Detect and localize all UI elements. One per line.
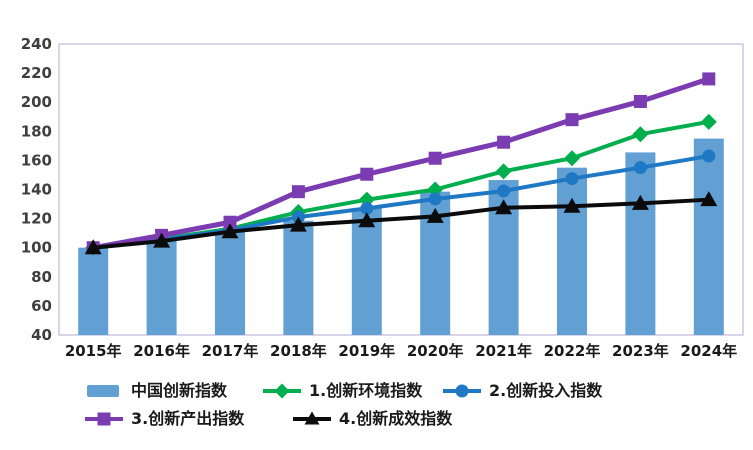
y-axis-tick-label: 180 — [21, 122, 52, 140]
marker-circle-innovation-input-index — [428, 192, 442, 206]
legend-label: 1.创新环境指数 — [309, 381, 423, 400]
legend-item-innovation-input-index: 2.创新投入指数 — [443, 381, 602, 401]
x-axis-label: 2022年 — [544, 342, 601, 360]
legend-label: 3.创新产出指数 — [131, 409, 245, 428]
x-axis-label: 2024年 — [680, 342, 737, 360]
bar-china-innovation-index — [283, 220, 314, 335]
marker-circle-innovation-input-index — [633, 161, 647, 175]
x-axis-label: 2018年 — [270, 342, 327, 360]
x-axis-label: 2021年 — [475, 342, 532, 360]
marker-diamond-innovation-environment-index — [427, 181, 444, 198]
legend-square-swatch-icon — [85, 412, 123, 426]
x-axis-label: 2015年 — [65, 342, 122, 360]
legend-marker-swatch — [274, 383, 290, 399]
bar-china-innovation-index — [215, 230, 245, 335]
x-axis-label: 2017年 — [202, 342, 259, 360]
legend-marker-swatch — [304, 411, 320, 425]
marker-circle-innovation-input-index — [497, 184, 511, 198]
marker-triangle-innovation-effect-index — [289, 216, 307, 232]
bar-china-innovation-index — [693, 138, 724, 335]
y-axis-tick-label: 160 — [21, 151, 52, 169]
marker-square-innovation-output-index — [633, 94, 647, 108]
y-axis-tick-label: 40 — [31, 326, 52, 344]
y-axis-tick-label: 100 — [21, 239, 52, 257]
marker-triangle-innovation-effect-index — [84, 239, 102, 255]
y-axis-tick-label: 240 — [21, 35, 52, 53]
legend-circle-swatch-icon — [443, 384, 481, 398]
legend-marker-swatch — [97, 412, 111, 426]
marker-circle-innovation-input-index — [360, 201, 374, 215]
bar-china-innovation-index — [351, 208, 382, 335]
bar-china-innovation-index — [557, 167, 587, 335]
legend-diamond-swatch-icon — [263, 383, 301, 399]
marker-square-innovation-output-index — [702, 72, 716, 86]
marker-diamond-innovation-environment-index — [495, 163, 512, 180]
legend-label: 4.创新成效指数 — [339, 409, 453, 428]
marker-square-innovation-output-index — [291, 185, 305, 199]
legend-triangle-swatch-icon — [293, 411, 331, 425]
marker-triangle-innovation-effect-index — [426, 207, 444, 223]
marker-triangle-innovation-effect-index — [358, 212, 376, 228]
legend-item-china-innovation-index: 中国创新指数 — [85, 381, 227, 401]
bar-china-innovation-index — [146, 239, 177, 335]
legend-label: 中国创新指数 — [131, 381, 228, 400]
marker-square-innovation-output-index — [565, 113, 579, 127]
marker-circle-innovation-input-index — [702, 149, 716, 163]
marker-triangle-innovation-effect-index — [153, 232, 171, 248]
marker-triangle-innovation-effect-index — [495, 199, 513, 215]
y-axis-tick-label: 80 — [31, 268, 52, 286]
marker-triangle-innovation-effect-index — [563, 197, 581, 213]
x-axis-label: 2016年 — [133, 342, 190, 360]
marker-triangle-innovation-effect-index — [700, 191, 718, 207]
marker-triangle-innovation-effect-index — [631, 194, 649, 210]
marker-square-innovation-output-index — [428, 151, 442, 165]
marker-diamond-innovation-environment-index — [632, 126, 649, 143]
y-axis-tick-label: 140 — [21, 181, 52, 199]
marker-square-innovation-output-index — [497, 135, 511, 149]
y-axis-tick-label: 60 — [31, 297, 52, 315]
marker-triangle-innovation-effect-index — [221, 223, 239, 239]
marker-square-innovation-output-index — [360, 167, 374, 181]
marker-square-innovation-output-index — [223, 215, 237, 229]
plot-border — [58, 43, 744, 336]
legend-marker-swatch — [455, 384, 469, 398]
innovation-index-chart: 240 220 200 180 160 140 120 100 80 60 40 2015年 2016年… — [21, 35, 744, 360]
y-axis-tick-label: 200 — [21, 93, 52, 111]
y-axis-tick-label: 120 — [21, 210, 52, 228]
line-innovation-output-index — [90, 76, 712, 251]
bar-china-innovation-index — [625, 152, 656, 335]
marker-diamond-innovation-environment-index — [564, 150, 580, 167]
x-axis-label: 2019年 — [338, 342, 395, 360]
legend-bar-swatch-icon — [87, 385, 119, 397]
legend-bar-swatch — [87, 385, 119, 397]
legend-item-innovation-output-index: 3.创新产出指数 — [85, 409, 244, 429]
marker-circle-innovation-input-index — [565, 172, 579, 186]
legend-item-innovation-environment-index: 1.创新环境指数 — [263, 381, 422, 401]
legend-item-innovation-effect-index: 4.创新成效指数 — [293, 409, 452, 429]
x-axis-label: 2020年 — [407, 342, 464, 360]
line-innovation-effect-index — [91, 197, 711, 250]
legend-label: 2.创新投入指数 — [489, 381, 603, 400]
chart-legend: 中国创新指数 1.创新环境指数 2.创新投入指数 3.创新产出指数 4.创新成效指数 — [0, 0, 753, 428]
x-axis-label: 2023年 — [612, 342, 669, 360]
y-axis-tick-label: 220 — [21, 64, 52, 82]
marker-diamond-innovation-environment-index — [700, 113, 717, 130]
bar-china-innovation-index — [78, 247, 109, 335]
